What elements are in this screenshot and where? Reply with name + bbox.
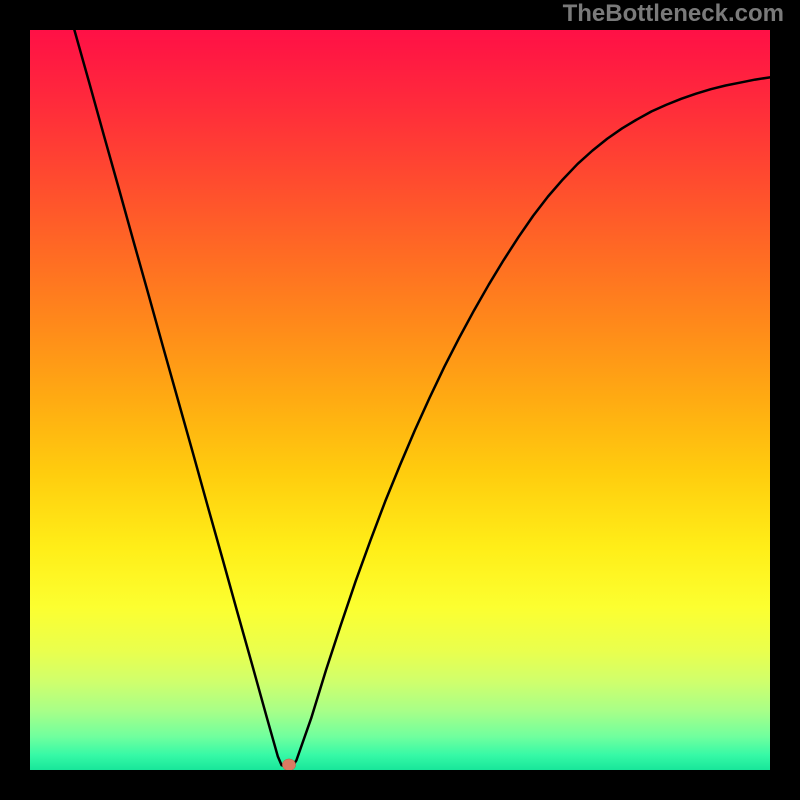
plot-svg	[30, 30, 770, 770]
plot-area	[30, 30, 770, 770]
gradient-background	[30, 30, 770, 770]
watermark-text: TheBottleneck.com	[563, 0, 784, 28]
chart-container: TheBottleneck.com	[0, 0, 800, 800]
optimum-marker	[282, 759, 295, 770]
